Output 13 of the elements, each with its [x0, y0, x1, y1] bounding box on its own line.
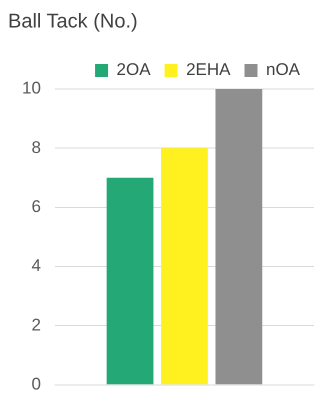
- y-tick-label: 4: [31, 256, 41, 276]
- y-tick-label: 6: [31, 197, 41, 216]
- legend-label: 2EHA: [186, 60, 232, 80]
- bar: [106, 178, 154, 384]
- y-tick-label: 2: [31, 315, 41, 334]
- legend-label: nOA: [266, 60, 301, 80]
- y-tick-label: 10: [22, 78, 41, 98]
- y-tick-label: 0: [31, 374, 41, 394]
- bar: [161, 148, 208, 384]
- y-tick-label: 8: [31, 138, 41, 157]
- legend-label: 2OA: [116, 60, 152, 80]
- bar: [215, 89, 262, 384]
- chart-title: Ball Tack (No.): [8, 10, 138, 33]
